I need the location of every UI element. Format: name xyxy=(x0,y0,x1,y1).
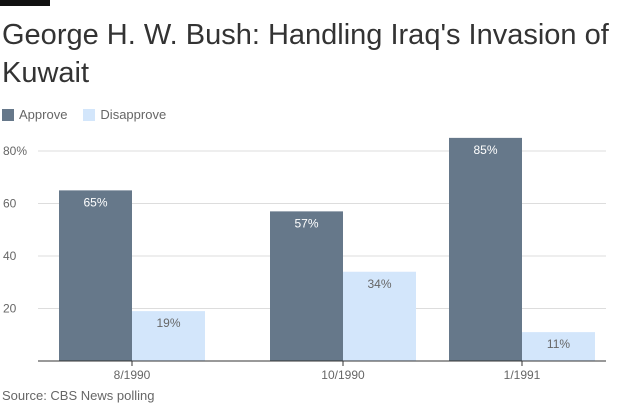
x-tick-label-1: 10/1990 xyxy=(321,368,365,382)
data-label-approve-2: 85% xyxy=(473,143,497,157)
header-accent-bar xyxy=(0,0,50,6)
y-tick-label-20: 20 xyxy=(3,302,17,316)
data-label-disapprove-2: 11% xyxy=(547,337,570,351)
bar-disapprove-2 xyxy=(522,332,595,361)
bar-approve-2 xyxy=(449,137,522,361)
data-label-disapprove-0: 19% xyxy=(156,316,180,330)
source-note: Source: CBS News polling xyxy=(2,388,155,403)
y-tick-label-40: 40 xyxy=(3,249,17,263)
bar-disapprove-1 xyxy=(343,271,416,361)
data-label-disapprove-1: 34% xyxy=(367,277,391,291)
y-tick-label-80: 80% xyxy=(3,144,27,158)
bar-disapprove-0 xyxy=(132,311,205,361)
legend-swatch-disapprove xyxy=(83,108,96,121)
legend-swatch-approve xyxy=(2,108,14,121)
bar-approve-0 xyxy=(59,190,132,361)
data-label-approve-1: 57% xyxy=(294,216,318,230)
legend-item-approve: Approve xyxy=(2,107,67,122)
legend-label-disapprove: Disapprove xyxy=(100,107,167,122)
y-tick-label-60: 60 xyxy=(3,197,17,211)
chart-title: George H. W. Bush: Handling Iraq's Invas… xyxy=(2,19,609,89)
legend: Approve Disapprove xyxy=(2,107,182,122)
x-tick-label-0: 8/1990 xyxy=(114,368,151,382)
legend-label-approve: Approve xyxy=(19,107,68,122)
legend-item-disapprove: Disapprove xyxy=(83,107,166,122)
x-tick-label-2: 1/1991 xyxy=(504,368,541,382)
data-label-approve-0: 65% xyxy=(83,195,107,209)
bar-approve-1 xyxy=(270,211,343,361)
